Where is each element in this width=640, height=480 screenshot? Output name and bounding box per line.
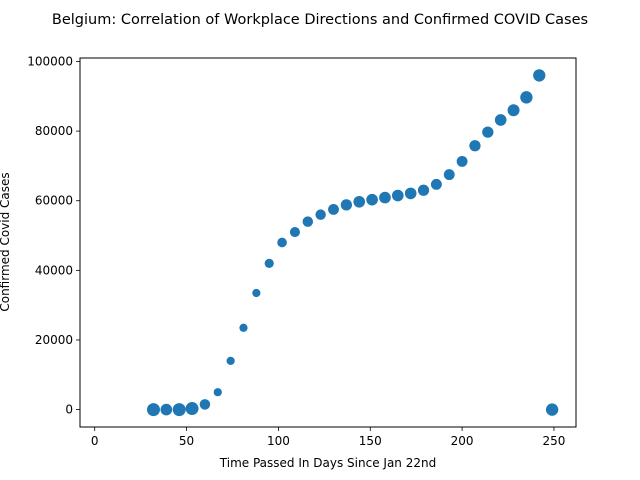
scatter-point [199,399,211,410]
scatter-point [404,187,417,200]
scatter-point [379,191,391,204]
scatter-point [302,216,314,227]
scatter-point [353,195,366,208]
scatter-point [469,140,481,152]
scatter-point [456,155,468,167]
scatter-point [160,403,173,416]
scatter-point [340,199,352,211]
y-tick-label: 100000 [27,54,73,68]
scatter-point [239,323,248,332]
y-axis-label: Confirmed Covid Cases [0,172,12,311]
scatter-point [533,69,546,82]
scatter-point [315,209,326,220]
scatter-point [264,258,274,268]
scatter-point [494,114,507,126]
x-tick-label: 0 [91,434,99,448]
plot-area [79,57,577,428]
x-tick-label: 200 [451,434,474,448]
scatter-point [430,178,442,190]
scatter-point [226,356,235,365]
scatter-point [545,403,559,416]
scatter-point [277,237,287,248]
scatter-point [443,169,455,181]
scatter-point [146,403,160,417]
scatter-point [366,193,378,206]
y-tick-label: 80000 [35,124,73,138]
scatter-point [172,403,186,417]
x-tick-label: 100 [267,434,290,448]
data-points [146,69,559,417]
y-tick-label: 60000 [35,194,73,208]
scatter-point [482,126,494,138]
y-axis: 0 20000 40000 60000 80000 100000 [27,54,80,417]
y-tick-label: 0 [65,403,73,417]
scatter-point [328,203,339,215]
scatter-point [289,227,300,238]
scatter-point [391,189,404,202]
chart-title: Belgium: Correlation of Workplace Direct… [52,12,588,28]
x-tick-label: 50 [179,434,194,448]
x-axis-label: Time Passed In Days Since Jan 22nd [219,456,436,470]
scatter-point [252,288,261,298]
y-tick-label: 40000 [35,263,73,277]
x-tick-label: 250 [543,434,566,448]
scatter-point [213,388,222,397]
scatter-point [185,402,199,416]
scatter-point [417,184,430,196]
scatter-point [507,104,520,117]
x-tick-label: 150 [359,434,382,448]
y-tick-label: 20000 [35,333,73,347]
x-axis: 0 50 100 150 200 250 [91,427,566,448]
scatter-point [520,91,533,104]
